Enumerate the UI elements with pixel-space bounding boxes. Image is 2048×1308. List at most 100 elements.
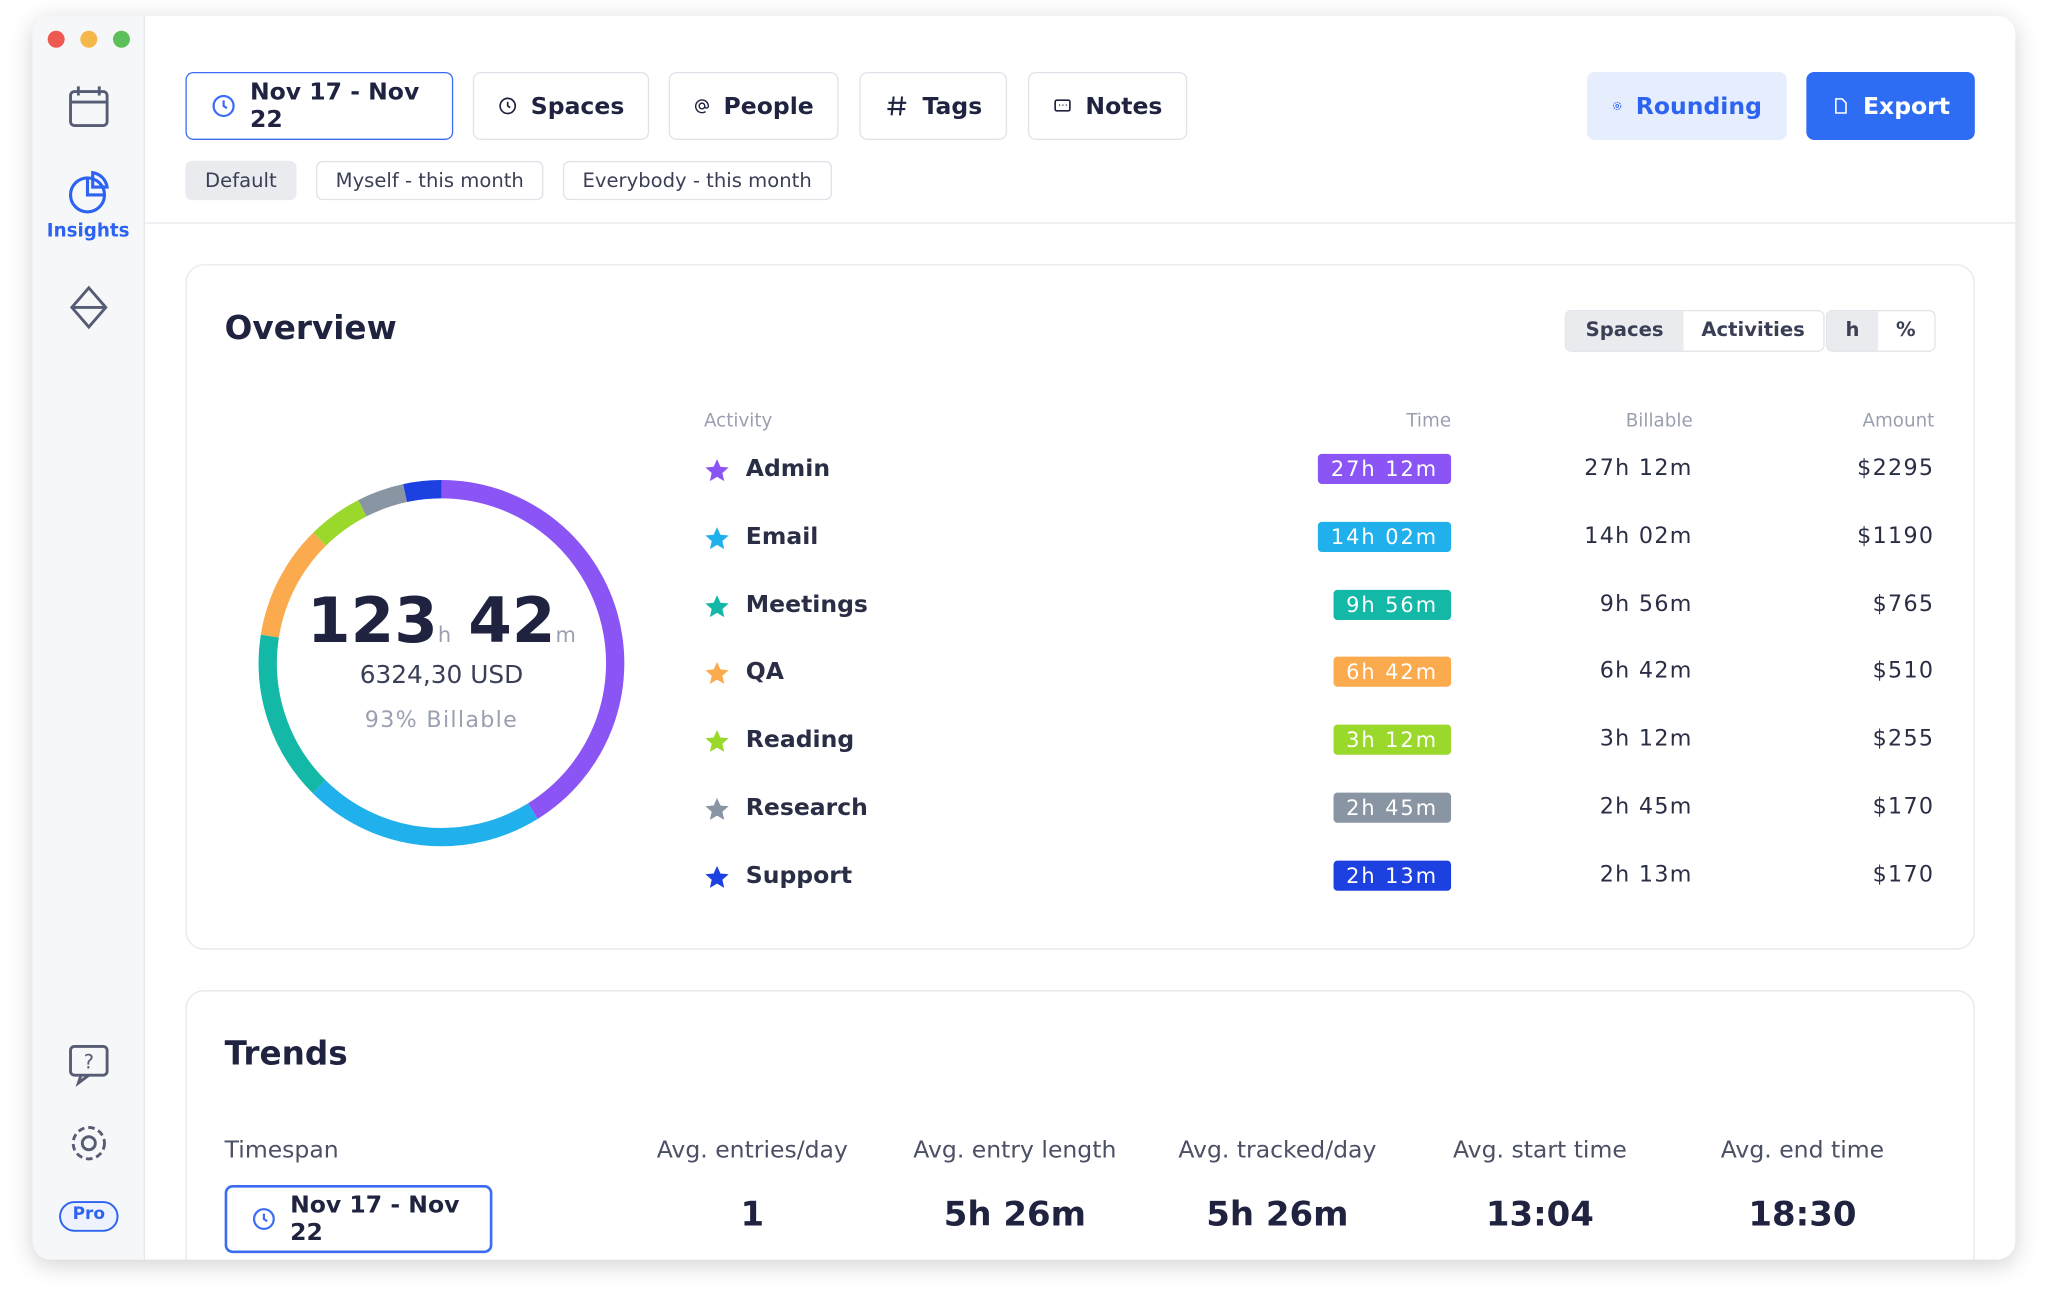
metric-label: Avg. entry length [913,1136,1117,1165]
donut-segment [403,480,442,503]
donut-segment [441,480,625,819]
label: Rounding [1635,92,1762,120]
timespan-label: Timespan [224,1136,339,1165]
label: Nov 17 - Nov 22 [249,78,420,134]
amount: $765 [1872,590,1935,617]
preset[interactable]: Default [185,160,297,201]
export-button[interactable]: Export [1806,71,1975,140]
billable-time: 3h 12m [1599,726,1693,753]
label: Export [1862,92,1951,120]
column-header: Billable [1625,410,1693,432]
label: Notes [1085,92,1163,120]
total-hours: 123 [307,584,438,658]
notes-filter[interactable]: Notes [1027,71,1188,140]
activity-name: Research [745,793,868,822]
toggle[interactable]: h [1827,311,1878,351]
sidebar: ? Insights Pro [32,15,145,1260]
spaces-filter[interactable]: Spaces [472,71,650,140]
toggle[interactable]: Spaces [1566,311,1684,351]
window: ? Insights Pro Nov 17 - Nov 22 Spaces Pe… [32,15,2016,1260]
label: People [723,92,814,120]
time-pill: 2h 13m [1333,860,1452,891]
donut-segment [258,634,326,794]
activity-star [705,730,729,753]
time-pill: 3h 12m [1333,724,1452,755]
amount: $255 [1872,726,1935,753]
metric-value: 18:30 [1748,1195,1857,1235]
pro-badge[interactable]: Pro [72,1204,106,1225]
donut-center: 123h 42m 6324,30 USD 93% Billable [246,585,638,734]
column-header: Activity [703,410,773,432]
total-minutes: 42 [468,584,556,658]
metric-label: Avg. entries/day [656,1136,848,1165]
activity-name: QA [745,658,784,686]
amount: $170 [1872,861,1935,888]
activity-star [705,865,729,888]
svg-text:?: ? [84,1051,94,1074]
activity-name: Support [745,861,853,890]
rounding-button[interactable]: Rounding [1586,71,1787,140]
activity-name: Meetings [745,590,868,619]
preset[interactable]: Everybody - this month [562,160,832,201]
group-toggle: Spaces Activities [1564,309,1825,352]
activity-name: Email [745,522,819,551]
metric-value: 5h 26m [943,1195,1086,1235]
amount: $1190 [1857,522,1935,550]
nav-label[interactable]: Insights [46,221,130,242]
column-header: Amount [1862,410,1935,432]
donut [258,480,625,847]
activity-star [705,459,729,482]
metric-value: 1 [740,1195,765,1235]
metric-label: Avg. tracked/day [1178,1136,1377,1165]
label: Tags [922,92,983,120]
time-pill: 27h 12m [1317,453,1452,484]
preset[interactable]: Myself - this month [316,160,544,201]
time-pill: 14h 02m [1317,521,1452,552]
trends-title: Trends [224,1034,348,1073]
billable-time: 27h 12m [1584,455,1693,482]
tags-filter[interactable]: Tags [859,71,1008,140]
overview-title: Overview [224,308,397,347]
donut-segment [358,484,408,517]
toggle[interactable]: % [1896,317,1916,342]
metric-label: Avg. end time [1720,1136,1885,1165]
activity-name: Reading [745,726,855,754]
amount: $2295 [1857,455,1935,482]
donut-segment [312,780,538,847]
activity-star [705,797,729,820]
label: Spaces [530,92,625,120]
trends-card [185,990,1975,1260]
billable-time: 2h 45m [1599,793,1693,821]
unit: h [437,622,452,648]
time-pill: 6h 42m [1333,657,1452,688]
amount: $170 [1872,793,1935,821]
activity-name: Admin [745,455,831,483]
toggle[interactable]: Activities [1701,317,1805,342]
activity-star [705,662,729,685]
activity-star [705,526,729,549]
billable-time: 2h 13m [1599,861,1693,888]
billable-time: 14h 02m [1584,522,1693,550]
divider [144,222,2016,224]
metric-value: 13:04 [1485,1195,1594,1235]
billable-time: 9h 56m [1599,590,1693,617]
billable-time: 6h 42m [1599,658,1693,685]
total-amount: 6324,30 USD [359,660,524,690]
activity-star [705,594,729,617]
timespan-filter[interactable]: Nov 17 - Nov 22 [224,1185,493,1254]
metric-label: Avg. start time [1452,1136,1627,1165]
metric-value: 5h 26m [1206,1195,1349,1235]
column-header: Time [1406,410,1452,432]
time-pill: 9h 56m [1333,589,1452,620]
label: Nov 17 - Nov 22 [290,1191,460,1247]
donut-segment [313,500,367,546]
date-filter[interactable]: Nov 17 - Nov 22 [185,71,454,140]
donut-segment [260,532,327,638]
unit: m [555,622,576,648]
amount: $510 [1872,658,1935,685]
people-filter[interactable]: People [668,71,839,140]
sidebar-icons: ? [47,30,130,1232]
time-pill: 2h 45m [1333,792,1452,823]
